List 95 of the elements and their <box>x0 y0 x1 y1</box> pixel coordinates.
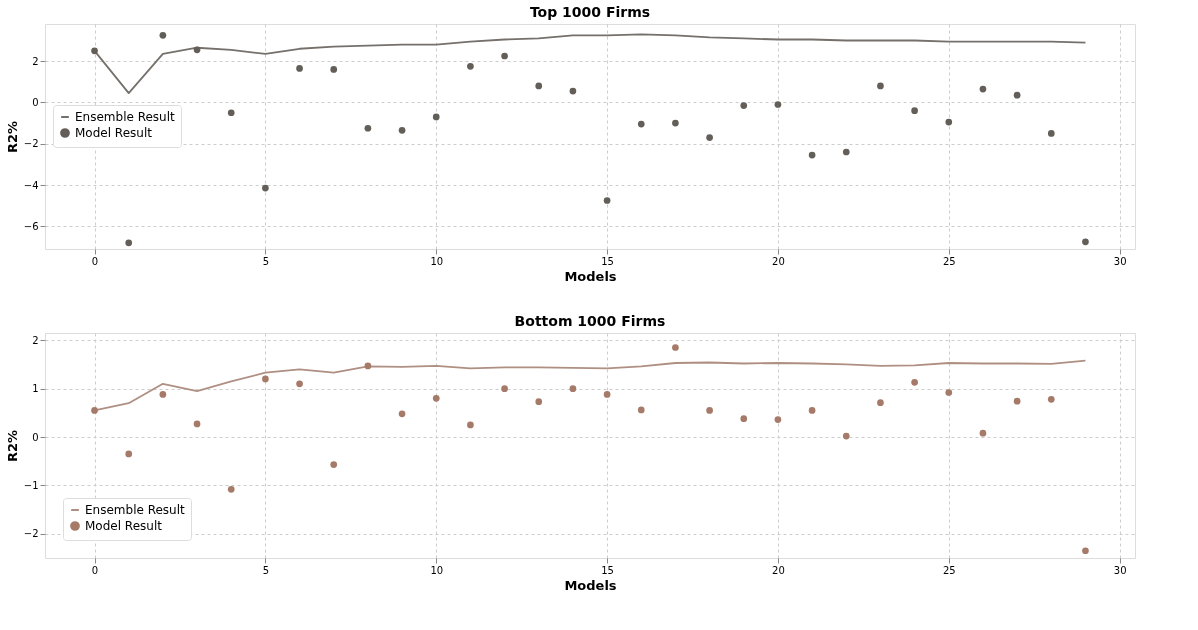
x-tick-label: 30 <box>1113 564 1127 576</box>
point <box>740 415 748 422</box>
x-tick-label: 25 <box>942 255 956 267</box>
point <box>535 82 543 90</box>
y-tick-label: −4 <box>23 179 39 191</box>
point <box>125 239 133 247</box>
point <box>227 109 235 117</box>
y-tick-label: 2 <box>32 55 39 67</box>
point <box>569 87 577 95</box>
point <box>193 46 201 54</box>
point <box>330 461 338 468</box>
point <box>569 385 577 392</box>
point <box>1047 395 1055 403</box>
point <box>193 420 201 428</box>
point <box>467 421 474 429</box>
point <box>330 66 338 73</box>
x-tick-label: 0 <box>91 255 99 267</box>
y-tick-label: −2 <box>23 528 39 540</box>
legend-label: Model Result <box>75 126 153 140</box>
point <box>398 410 406 418</box>
point <box>296 380 303 388</box>
x-tick-label: 20 <box>772 255 785 267</box>
point <box>91 407 98 414</box>
point <box>603 197 611 204</box>
y-axis-title: R2% <box>4 120 20 154</box>
y-tick-label: −2 <box>23 138 39 150</box>
point <box>740 102 748 109</box>
y-tick-label: −6 <box>23 220 39 232</box>
point <box>125 450 133 458</box>
point <box>1013 91 1021 99</box>
x-axis-title: Models <box>564 577 617 593</box>
point <box>808 151 816 159</box>
point <box>1082 547 1089 555</box>
x-tick-label: 10 <box>430 564 444 576</box>
point <box>501 52 508 60</box>
y-tick-label: 2 <box>32 334 39 346</box>
point <box>842 432 850 440</box>
legend-label: Ensemble Result <box>75 110 176 124</box>
y-axis-title: R2% <box>4 429 20 463</box>
point <box>432 394 440 402</box>
y-tick-label: −1 <box>23 479 39 491</box>
x-tick-label: 5 <box>262 564 270 576</box>
point <box>398 126 406 134</box>
chart-title: Top 1000 Firms <box>529 4 651 20</box>
x-tick-label: 20 <box>772 564 785 576</box>
x-tick-label: 15 <box>601 564 614 576</box>
point <box>91 47 98 55</box>
point <box>911 107 918 115</box>
point <box>432 113 440 121</box>
x-tick-label: 30 <box>1113 255 1127 267</box>
point <box>706 407 713 414</box>
point <box>364 124 372 132</box>
point <box>296 65 303 72</box>
point <box>979 85 987 93</box>
point <box>672 119 679 127</box>
point <box>842 148 850 156</box>
y-tick-label: 1 <box>32 383 39 395</box>
point <box>501 385 508 392</box>
point <box>637 120 645 128</box>
point <box>877 399 884 407</box>
point <box>774 101 782 108</box>
x-axis-title: Models <box>564 268 617 284</box>
point <box>535 398 543 406</box>
point <box>877 82 884 90</box>
point <box>1013 397 1021 405</box>
y-tick-label: 0 <box>32 96 39 108</box>
x-tick-label: 0 <box>91 564 99 576</box>
x-tick-label: 15 <box>601 255 614 267</box>
point <box>159 391 167 398</box>
legend-label: Model Result <box>85 519 163 533</box>
x-tick-label: 5 <box>262 255 270 267</box>
line-series <box>93 33 1087 95</box>
point <box>945 118 953 126</box>
point <box>262 184 269 192</box>
point <box>1082 238 1089 246</box>
x-tick-label: 25 <box>942 564 956 576</box>
point <box>467 62 474 70</box>
point <box>364 362 372 370</box>
point <box>159 32 167 39</box>
point <box>706 134 713 141</box>
point <box>262 375 269 383</box>
point <box>637 406 645 414</box>
point <box>945 389 953 396</box>
point <box>672 344 679 351</box>
point <box>603 391 611 398</box>
y-tick-label: 0 <box>32 431 39 443</box>
point <box>774 416 782 423</box>
legend-label: Ensemble Result <box>85 503 186 517</box>
chart-title: Bottom 1000 Firms <box>514 313 666 329</box>
point <box>979 429 987 437</box>
point <box>227 485 235 493</box>
point <box>808 407 816 414</box>
point <box>1047 130 1055 137</box>
point <box>911 379 918 386</box>
x-tick-label: 10 <box>430 255 444 267</box>
